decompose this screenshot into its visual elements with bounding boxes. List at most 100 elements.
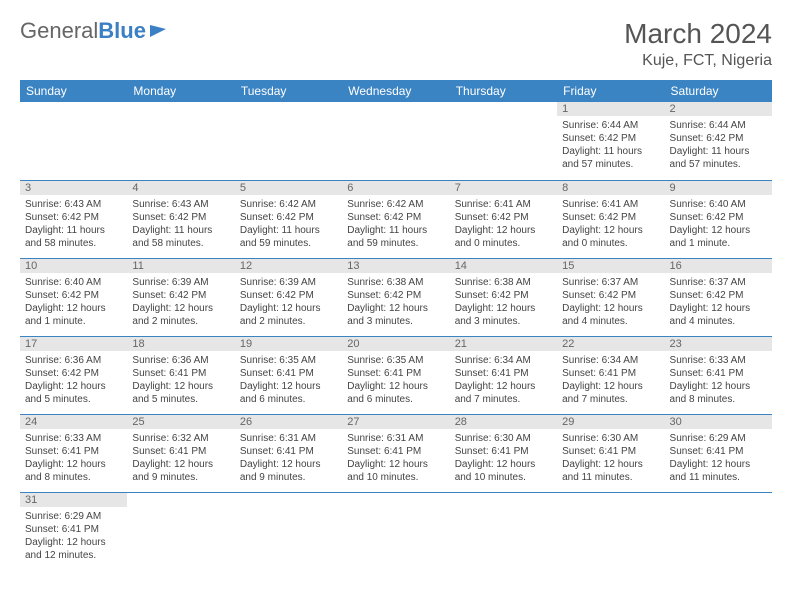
sunrise-text: Sunrise: 6:38 AM [455,276,552,289]
calendar-cell: 18Sunrise: 6:36 AMSunset: 6:41 PMDayligh… [127,336,234,414]
sunset-text: Sunset: 6:42 PM [670,132,767,145]
daylight-text: Daylight: 12 hours and 0 minutes. [562,224,659,250]
daylight-text: Daylight: 12 hours and 0 minutes. [455,224,552,250]
day-number: 9 [665,181,772,195]
day-details: Sunrise: 6:41 AMSunset: 6:42 PMDaylight:… [557,195,664,254]
sunrise-text: Sunrise: 6:32 AM [132,432,229,445]
day-details: Sunrise: 6:29 AMSunset: 6:41 PMDaylight:… [20,507,127,566]
calendar-table: Sunday Monday Tuesday Wednesday Thursday… [20,80,772,570]
day-number: 19 [235,337,342,351]
sunrise-text: Sunrise: 6:43 AM [132,198,229,211]
calendar-cell: 21Sunrise: 6:34 AMSunset: 6:41 PMDayligh… [450,336,557,414]
sunset-text: Sunset: 6:41 PM [562,367,659,380]
daylight-text: Daylight: 12 hours and 8 minutes. [25,458,122,484]
sunrise-text: Sunrise: 6:38 AM [347,276,444,289]
day-details: Sunrise: 6:39 AMSunset: 6:42 PMDaylight:… [235,273,342,332]
calendar-row: 31Sunrise: 6:29 AMSunset: 6:41 PMDayligh… [20,492,772,570]
calendar-cell [342,102,449,180]
sunset-text: Sunset: 6:41 PM [455,367,552,380]
sunset-text: Sunset: 6:42 PM [132,211,229,224]
calendar-cell: 30Sunrise: 6:29 AMSunset: 6:41 PMDayligh… [665,414,772,492]
day-details: Sunrise: 6:31 AMSunset: 6:41 PMDaylight:… [342,429,449,488]
daylight-text: Daylight: 12 hours and 7 minutes. [455,380,552,406]
calendar-cell: 9Sunrise: 6:40 AMSunset: 6:42 PMDaylight… [665,180,772,258]
sunset-text: Sunset: 6:41 PM [347,367,444,380]
daylight-text: Daylight: 12 hours and 10 minutes. [455,458,552,484]
sunset-text: Sunset: 6:41 PM [240,367,337,380]
day-number: 28 [450,415,557,429]
day-details: Sunrise: 6:40 AMSunset: 6:42 PMDaylight:… [20,273,127,332]
day-number: 25 [127,415,234,429]
sunset-text: Sunset: 6:42 PM [240,289,337,302]
calendar-cell: 15Sunrise: 6:37 AMSunset: 6:42 PMDayligh… [557,258,664,336]
sunset-text: Sunset: 6:42 PM [25,211,122,224]
day-details: Sunrise: 6:38 AMSunset: 6:42 PMDaylight:… [342,273,449,332]
day-details: Sunrise: 6:37 AMSunset: 6:42 PMDaylight:… [665,273,772,332]
calendar-cell: 29Sunrise: 6:30 AMSunset: 6:41 PMDayligh… [557,414,664,492]
dow-sat: Saturday [665,80,772,102]
day-number: 13 [342,259,449,273]
sunset-text: Sunset: 6:41 PM [25,445,122,458]
daylight-text: Daylight: 12 hours and 9 minutes. [240,458,337,484]
calendar-cell: 22Sunrise: 6:34 AMSunset: 6:41 PMDayligh… [557,336,664,414]
sunset-text: Sunset: 6:41 PM [132,367,229,380]
dow-wed: Wednesday [342,80,449,102]
day-number: 17 [20,337,127,351]
daylight-text: Daylight: 12 hours and 6 minutes. [347,380,444,406]
sunset-text: Sunset: 6:41 PM [670,367,767,380]
calendar-cell: 7Sunrise: 6:41 AMSunset: 6:42 PMDaylight… [450,180,557,258]
sunset-text: Sunset: 6:42 PM [25,367,122,380]
day-number: 29 [557,415,664,429]
calendar-cell: 2Sunrise: 6:44 AMSunset: 6:42 PMDaylight… [665,102,772,180]
day-number: 1 [557,102,664,116]
calendar-cell: 8Sunrise: 6:41 AMSunset: 6:42 PMDaylight… [557,180,664,258]
month-title: March 2024 [624,18,772,50]
sunrise-text: Sunrise: 6:33 AM [670,354,767,367]
dow-fri: Friday [557,80,664,102]
daylight-text: Daylight: 12 hours and 11 minutes. [562,458,659,484]
calendar-cell [450,492,557,570]
sunset-text: Sunset: 6:42 PM [347,211,444,224]
calendar-cell: 24Sunrise: 6:33 AMSunset: 6:41 PMDayligh… [20,414,127,492]
calendar-cell: 6Sunrise: 6:42 AMSunset: 6:42 PMDaylight… [342,180,449,258]
sunset-text: Sunset: 6:41 PM [455,445,552,458]
calendar-cell [127,102,234,180]
day-details: Sunrise: 6:30 AMSunset: 6:41 PMDaylight:… [557,429,664,488]
day-number: 8 [557,181,664,195]
day-details: Sunrise: 6:36 AMSunset: 6:42 PMDaylight:… [20,351,127,410]
calendar-cell [342,492,449,570]
daylight-text: Daylight: 12 hours and 7 minutes. [562,380,659,406]
day-number: 22 [557,337,664,351]
calendar-cell: 25Sunrise: 6:32 AMSunset: 6:41 PMDayligh… [127,414,234,492]
sunrise-text: Sunrise: 6:42 AM [240,198,337,211]
calendar-cell: 3Sunrise: 6:43 AMSunset: 6:42 PMDaylight… [20,180,127,258]
calendar-row: 24Sunrise: 6:33 AMSunset: 6:41 PMDayligh… [20,414,772,492]
daylight-text: Daylight: 12 hours and 4 minutes. [670,302,767,328]
daylight-text: Daylight: 12 hours and 1 minute. [670,224,767,250]
day-number: 31 [20,493,127,507]
day-number: 5 [235,181,342,195]
daylight-text: Daylight: 11 hours and 57 minutes. [562,145,659,171]
sunrise-text: Sunrise: 6:37 AM [670,276,767,289]
day-details: Sunrise: 6:35 AMSunset: 6:41 PMDaylight:… [235,351,342,410]
calendar-cell: 20Sunrise: 6:35 AMSunset: 6:41 PMDayligh… [342,336,449,414]
day-details: Sunrise: 6:32 AMSunset: 6:41 PMDaylight:… [127,429,234,488]
daylight-text: Daylight: 12 hours and 6 minutes. [240,380,337,406]
logo-text-1: General [20,18,98,44]
calendar-cell [450,102,557,180]
calendar-row: 10Sunrise: 6:40 AMSunset: 6:42 PMDayligh… [20,258,772,336]
day-details: Sunrise: 6:39 AMSunset: 6:42 PMDaylight:… [127,273,234,332]
daylight-text: Daylight: 12 hours and 2 minutes. [240,302,337,328]
day-details: Sunrise: 6:30 AMSunset: 6:41 PMDaylight:… [450,429,557,488]
daylight-text: Daylight: 12 hours and 9 minutes. [132,458,229,484]
daylight-text: Daylight: 12 hours and 3 minutes. [455,302,552,328]
sunrise-text: Sunrise: 6:30 AM [455,432,552,445]
sunrise-text: Sunrise: 6:35 AM [240,354,337,367]
day-number: 18 [127,337,234,351]
day-number: 4 [127,181,234,195]
dow-mon: Monday [127,80,234,102]
day-number: 23 [665,337,772,351]
daylight-text: Daylight: 11 hours and 58 minutes. [25,224,122,250]
title-block: March 2024 Kuje, FCT, Nigeria [624,18,772,70]
sunrise-text: Sunrise: 6:30 AM [562,432,659,445]
